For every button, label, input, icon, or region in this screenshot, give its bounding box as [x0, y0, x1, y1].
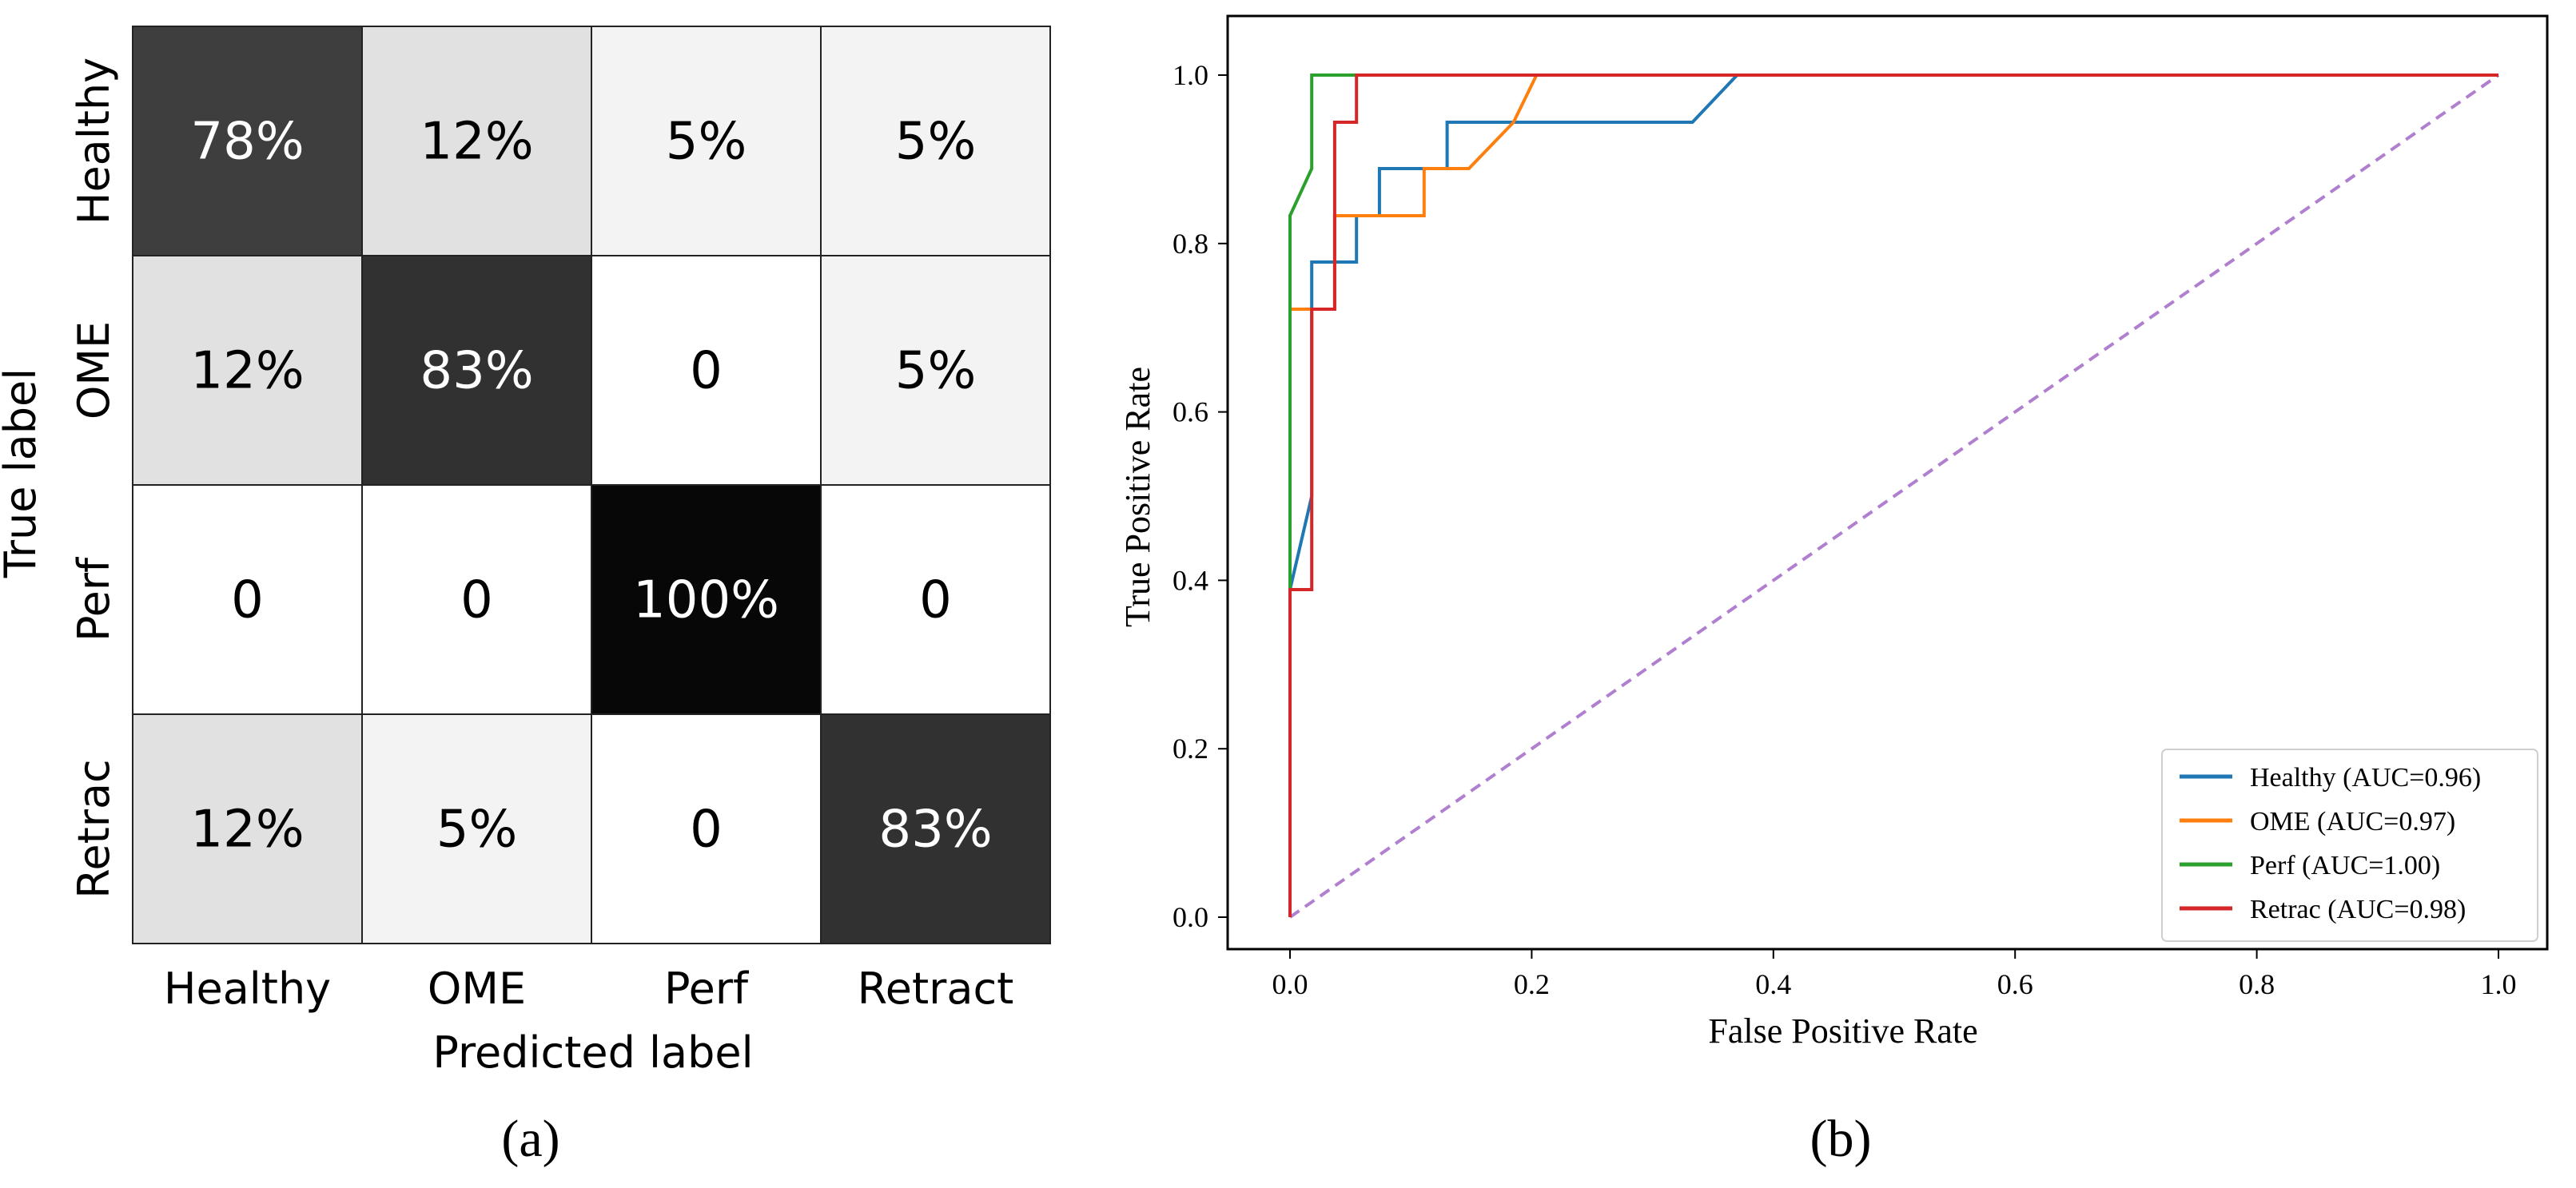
cm-cell-ome-ome [361, 255, 592, 486]
panel-label-a: (a) [501, 1110, 559, 1168]
roc-x-tick-label: 0.8 [2239, 968, 2275, 1000]
roc-axis-ticks: 0.0 0.2 0.4 0.6 0.8 1.0 0.0 0.2 0.4 0.6 0.8 1.0 [1173, 59, 2517, 1000]
cm-cell-healthy-perf [591, 26, 822, 256]
panel-label-b: (b) [1810, 1110, 1872, 1168]
confusion-matrix-y-axis-label: True label [0, 368, 46, 578]
roc-legend-label-healthy: Healthy (AUC=0.96) [2250, 763, 2481, 793]
roc-series-retrac [1288, 74, 2498, 917]
cm-value-perf-retract: 0 [919, 571, 952, 630]
roc-legend-label-ome: OME (AUC=0.97) [2250, 807, 2455, 836]
roc-legend-box [2161, 749, 2538, 942]
cm-value-ome-healthy: 12% [190, 342, 304, 401]
roc-chance-line [1288, 74, 2500, 919]
roc-curves [1288, 74, 2500, 919]
cm-value-ome-perf: 0 [690, 342, 723, 401]
cm-cell-retrac-retract [820, 713, 1051, 944]
roc-x-tick-label: 1.0 [2481, 968, 2517, 1000]
roc-x-tick-label: 0.0 [1272, 968, 1308, 1000]
cm-cell-retrac-healthy [132, 713, 363, 944]
roc-legend-label-perf: Perf (AUC=1.00) [2250, 851, 2440, 880]
cm-cell-perf-retract [820, 484, 1051, 715]
roc-x-tick-label: 0.6 [1997, 968, 2033, 1000]
cm-value-healthy-retract: 5% [895, 113, 977, 172]
cm-value-retrac-retract: 83% [878, 801, 992, 860]
cm-cell-ome-healthy [132, 255, 363, 486]
cm-col-label-ome: OME [428, 964, 526, 1014]
cm-cell-healthy-retract [820, 26, 1051, 256]
roc-legend: Healthy (AUC=0.96) OME (AUC=0.97) Perf (AU… [2161, 749, 2538, 942]
cm-cell-ome-retract [820, 255, 1051, 486]
roc-y-tick-label: 0.8 [1173, 228, 1208, 260]
cm-cell-retrac-ome [361, 713, 592, 944]
confusion-matrix-values: 78% 12% 5% 5% 12% 83% 0 5% 0 0 100% 0 12% 5% 0 83% [190, 113, 992, 860]
roc-plot-frame [1226, 14, 2549, 951]
roc-x-axis-label: False Positive Rate [1708, 1011, 1977, 1051]
cm-row-label-healthy: Healthy [69, 58, 119, 224]
cm-value-retrac-ome: 5% [436, 801, 518, 860]
cm-value-retrac-perf: 0 [690, 801, 723, 860]
cm-row-label-perf: Perf [69, 556, 119, 642]
roc-x-tick-label: 0.2 [1514, 968, 1550, 1000]
roc-curve-panel: 0.0 0.2 0.4 0.6 0.8 1.0 0.0 0.2 0.4 0.6 0.8 1.0 Hea… [1118, 14, 2549, 1168]
cm-value-perf-ome: 0 [460, 571, 493, 630]
roc-y-tick-label: 1.0 [1173, 59, 1208, 91]
cm-cell-perf-ome [361, 484, 592, 715]
cm-value-retrac-healthy: 12% [190, 801, 304, 860]
confusion-matrix-row-labels: Healthy OME Perf Retrac [69, 58, 119, 899]
cm-cell-healthy-ome [361, 26, 592, 256]
cm-value-ome-retract: 5% [895, 342, 977, 401]
cm-row-label-retrac: Retrac [69, 759, 119, 898]
cm-value-healthy-perf: 5% [666, 113, 747, 172]
roc-y-tick-label: 0.0 [1173, 901, 1208, 933]
roc-y-tick-label: 0.2 [1173, 733, 1208, 765]
cm-cell-healthy-healthy [132, 26, 363, 256]
cm-col-label-perf: Perf [664, 964, 750, 1014]
roc-y-tick-label: 0.6 [1173, 396, 1208, 428]
cm-value-healthy-ome: 12% [420, 113, 533, 172]
cm-row-label-ome: OME [69, 321, 119, 419]
roc-legend-label-retrac: Retrac (AUC=0.98) [2250, 895, 2466, 924]
cm-col-label-retract: Retract [858, 964, 1014, 1014]
confusion-matrix-x-axis-label: Predicted label [432, 1027, 753, 1078]
cm-value-perf-healthy: 0 [231, 571, 264, 630]
cm-value-perf-perf: 100% [633, 571, 779, 630]
confusion-matrix-cells [132, 26, 1051, 944]
roc-x-tick-label: 0.4 [1755, 968, 1791, 1000]
roc-y-tick-label: 0.4 [1173, 564, 1208, 596]
cm-value-ome-ome: 83% [420, 342, 533, 401]
roc-y-axis-label: True Positive Rate [1118, 367, 1157, 627]
cm-col-label-healthy: Healthy [164, 964, 331, 1014]
confusion-matrix-panel: 78% 12% 5% 5% 12% 83% 0 5% 0 0 100% 0 12% 5% 0 83% Heal… [0, 26, 1051, 1168]
cm-cell-retrac-perf [591, 713, 822, 944]
cm-value-healthy-healthy: 78% [190, 113, 304, 172]
confusion-matrix-col-labels: Healthy OME Perf Retract [164, 964, 1013, 1014]
